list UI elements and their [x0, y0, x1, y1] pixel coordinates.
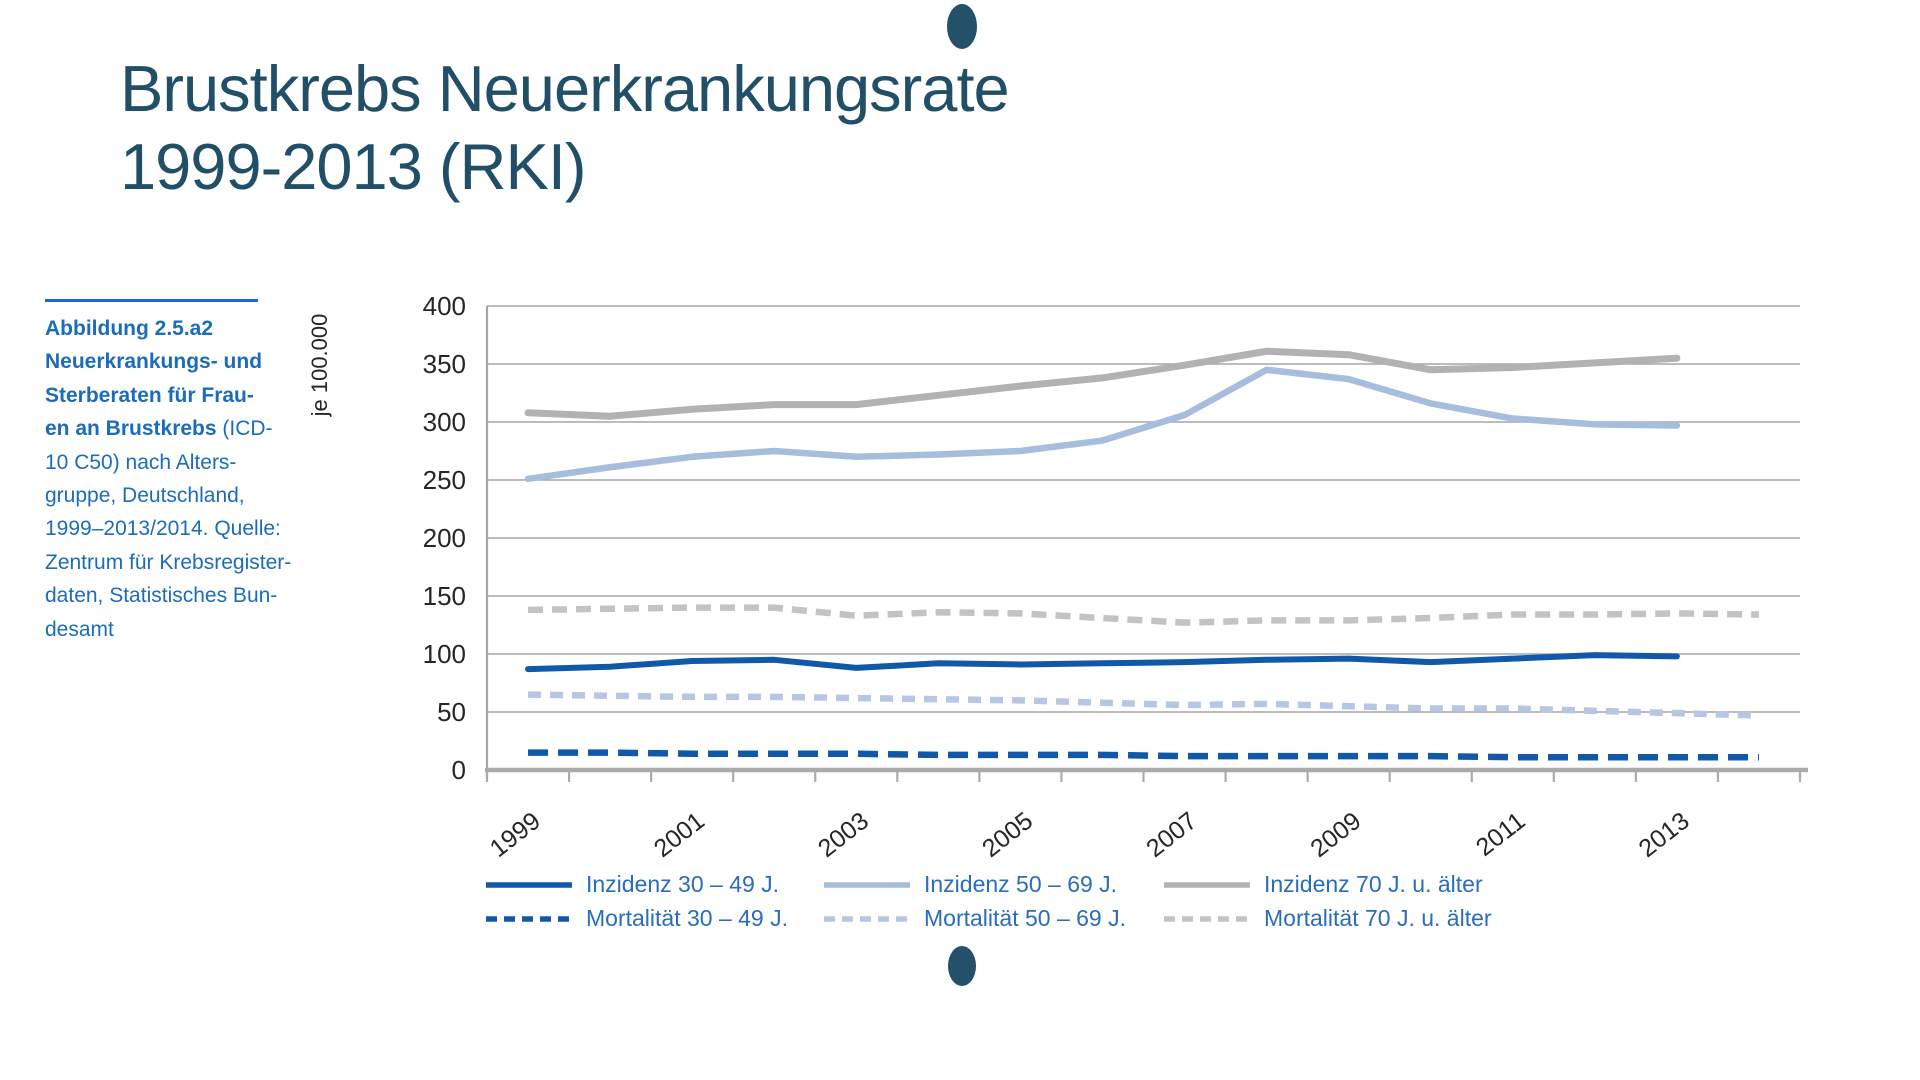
gridlines: [487, 305, 1800, 713]
caption-regular-text: 1999–2013/2014. Quelle:: [45, 517, 281, 541]
caption-bold-text: Neuerkrankungs- und: [45, 350, 263, 374]
page-title: Brustkrebs Neuerkrankungsrate 1999-2013 (…: [120, 50, 1010, 206]
caption-bold-text: Sterberaten für Frau-: [45, 383, 254, 407]
caption-regular-text: Zentrum für Krebsregister-: [45, 550, 292, 574]
caption-regular-text: gruppe, Deutschland,: [45, 484, 245, 508]
decor-dot-bottom: [948, 946, 976, 986]
y-tick-label: 400: [423, 291, 466, 321]
x-tick-label-2001: 2001: [649, 807, 710, 863]
figure-caption: Abbildung 2.5.a2 Neuerkrankungs- und Sterb…: [45, 312, 291, 646]
y-tick-label: 100: [423, 639, 466, 669]
series-lines: [524, 347, 1760, 761]
caption-bold-text: en an Brustkrebs: [45, 417, 217, 441]
title-line-1: Brustkrebs Neuerkrankungsrate: [120, 52, 1010, 125]
series-line-mortalit-t-30-49-j-: [528, 749, 1759, 761]
x-tick-label-1999: 1999: [485, 807, 546, 863]
x-tick-label-2013: 2013: [1634, 807, 1695, 863]
y-axis-labels: 400 350 300 250 200 150 100 50 0: [423, 291, 466, 785]
caption-regular-text: 10 C50) nach Alters-: [45, 450, 237, 474]
y-axis-title: je 100.000: [307, 314, 332, 418]
y-tick-label: 150: [423, 581, 466, 611]
x-axis-labels: 1999 2001 2003 2005 2007 2009 2011 2013: [485, 807, 1695, 863]
x-tick-label-2005: 2005: [977, 807, 1038, 863]
caption-regular-text: daten, Statistisches Bun-: [45, 584, 278, 608]
series-line-inzidenz-30-49-j-: [525, 652, 1680, 673]
decor-dot-top: [947, 4, 977, 49]
y-tick-label: 50: [437, 697, 466, 727]
caption-rule: [45, 299, 258, 302]
caption-regular-text: desamt: [45, 617, 114, 641]
title-line-2: 1999-2013 (RKI): [120, 130, 587, 203]
x-tick-label-2009: 2009: [1305, 807, 1366, 863]
x-axis-ticks: [485, 770, 1802, 782]
y-tick-label: 200: [423, 523, 466, 553]
y-tick-label: 0: [452, 755, 466, 785]
series-line-mortalit-t-50-69-j-: [527, 691, 1760, 719]
y-tick-label: 300: [423, 407, 466, 437]
y-tick-label: 250: [423, 465, 466, 495]
series-line-inzidenz-70-j-u-lter: [524, 347, 1681, 420]
x-tick-label-2007: 2007: [1141, 807, 1202, 863]
series-line-mortalit-t-70-j-u-lter: [527, 604, 1760, 626]
y-tick-label: 350: [423, 349, 466, 379]
x-tick-label-2003: 2003: [813, 807, 874, 863]
x-tick-label-2011: 2011: [1471, 807, 1531, 862]
caption-regular-text: (ICD-: [216, 417, 273, 441]
caption-bold-text: Abbildung 2.5.a2: [45, 317, 214, 340]
series-line-inzidenz-50-69-j-: [524, 366, 1681, 483]
